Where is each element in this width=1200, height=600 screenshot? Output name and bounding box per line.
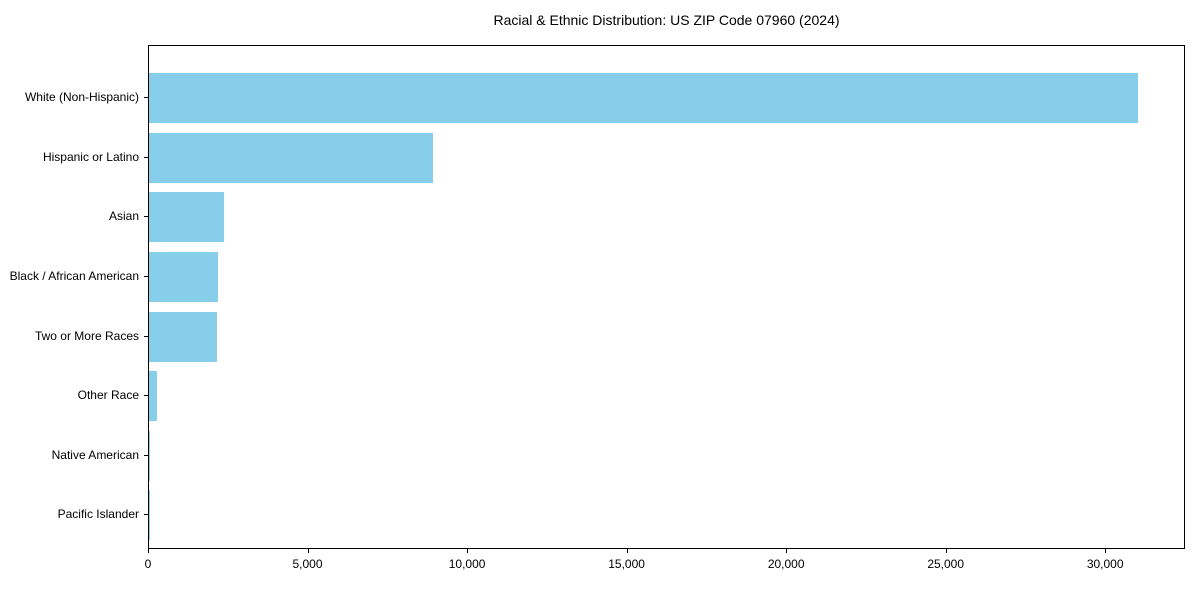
y-tick-mark [144,335,148,337]
bar-hispanic-or-latino [149,132,433,183]
x-tick-mark [307,549,309,553]
y-tick-label: Native American [51,447,139,462]
y-tick-label: Pacific Islander [57,507,139,522]
x-tick-mark [626,549,628,553]
bar-white-non-hispanic [149,73,1139,123]
x-tick-label: 15,000 [608,557,645,571]
bar-native-american [149,430,150,481]
x-tick-label: 0 [144,557,152,571]
y-tick-label: Black / African American [9,268,139,283]
bar-two-or-more-races [149,311,217,362]
y-tick-mark [144,275,148,277]
chart-title: Racial & Ethnic Distribution: US ZIP Cod… [493,12,840,28]
x-tick-mark [467,549,469,553]
x-tick-label: 5,000 [292,557,323,571]
y-tick-mark [144,97,148,98]
y-tick-label: Asian [108,209,139,224]
x-tick-mark [148,549,149,553]
y-tick-label: Two or More Races [34,328,139,343]
x-tick-label: 20,000 [767,557,805,571]
y-tick-label: Hispanic or Latino [42,149,139,164]
bar-asian [149,192,224,243]
y-tick-mark [144,454,148,456]
y-tick-mark [144,395,148,397]
x-tick-mark [1105,549,1107,553]
y-tick-label: White (Non-Hispanic) [24,90,139,104]
y-tick-label: Other Race [77,388,139,403]
x-tick-label: 25,000 [927,557,965,571]
plot-area [148,45,1185,549]
y-tick-mark [144,514,148,516]
x-tick-mark [945,549,947,553]
x-tick-label: 10,000 [448,557,486,571]
x-tick-mark [786,549,788,553]
x-tick-label: 30,000 [1086,557,1124,571]
y-tick-mark [144,156,148,158]
bar-other-race [149,371,157,422]
bar-black-african-american [149,251,219,302]
y-tick-mark [144,216,148,218]
